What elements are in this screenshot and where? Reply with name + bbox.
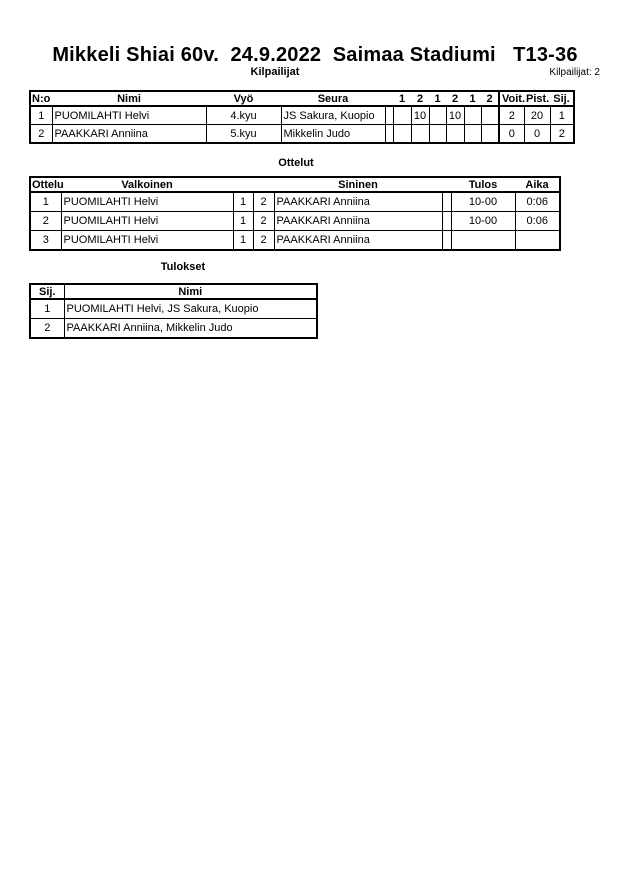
cell-sij: 1 xyxy=(549,105,575,125)
cell-white-num: 1 xyxy=(232,191,254,212)
col-header-spacer xyxy=(253,177,274,193)
col-header-pist: Pist. xyxy=(524,91,550,107)
cell-score xyxy=(392,124,412,144)
ottelut-section-heading: Ottelut xyxy=(278,157,314,169)
cell-tulos: 10-00 xyxy=(450,191,516,212)
cell-blue-num: 2 xyxy=(252,211,275,231)
cell-ottelu: 2 xyxy=(29,211,62,231)
cell-score xyxy=(392,105,412,125)
col-header-sij: Sij. xyxy=(550,91,574,107)
col-header-spacer xyxy=(385,91,393,107)
cell-spacer xyxy=(441,191,452,212)
kilpailijat-table: N:o Nimi Vyö Seura 1 2 1 2 1 2 Voit. Pis… xyxy=(29,90,575,144)
col-header-seura: Seura xyxy=(281,91,385,107)
col-header-spacer xyxy=(442,177,451,193)
col-header-score-2: 2 xyxy=(411,91,429,107)
col-header-no: N:o xyxy=(30,91,52,107)
cell-sininen: PAAKKARI Anniina xyxy=(273,211,443,231)
competitors-count-label: Kilpailijat: 2 xyxy=(549,67,600,78)
cell-score xyxy=(428,105,447,125)
cell-score xyxy=(445,124,465,144)
col-header-nimi: Nimi xyxy=(52,91,206,107)
cell-score xyxy=(428,124,447,144)
cell-score xyxy=(480,124,500,144)
cell-ottelu: 3 xyxy=(29,230,62,251)
col-header-vyo: Vyö xyxy=(206,91,281,107)
cell-pist: 0 xyxy=(523,124,551,144)
cell-aika: 0:06 xyxy=(514,211,561,231)
cell-score xyxy=(463,105,482,125)
cell-spacer xyxy=(384,105,394,125)
table-row: 3 PUOMILAHTI Helvi 1 2 PAAKKARI Anniina xyxy=(29,230,561,251)
cell-score xyxy=(480,105,500,125)
cell-valkoinen: PUOMILAHTI Helvi xyxy=(60,191,234,212)
table-header-row: Sij. Nimi xyxy=(30,284,317,300)
cell-spacer xyxy=(384,124,394,144)
cell-nimi: PAAKKARI Anniina xyxy=(51,124,207,144)
col-header-score-4: 2 xyxy=(446,91,464,107)
table-row: 1 PUOMILAHTI Helvi 4.kyu JS Sakura, Kuop… xyxy=(29,105,575,125)
cell-tulos: 10-00 xyxy=(450,211,516,231)
page-title: Mikkeli Shiai 60v. 24.9.2022 Saimaa Stad… xyxy=(52,44,578,66)
col-header-spacer xyxy=(233,177,253,193)
cell-spacer xyxy=(441,230,452,251)
cell-ottelu: 1 xyxy=(29,191,62,212)
tulokset-table: Sij. Nimi 1 PUOMILAHTI Helvi, JS Sakura,… xyxy=(29,283,318,339)
cell-white-num: 1 xyxy=(232,211,254,231)
col-header-score-3: 1 xyxy=(429,91,446,107)
cell-voit: 2 xyxy=(498,105,525,125)
cell-aika xyxy=(514,230,561,251)
ottelut-table: Ottelu Valkoinen Sininen Tulos Aika 1 PU… xyxy=(29,176,561,251)
cell-white-num: 1 xyxy=(232,230,254,251)
cell-vyo: 4.kyu xyxy=(205,105,282,125)
col-header-score-5: 1 xyxy=(464,91,481,107)
cell-voit: 0 xyxy=(498,124,525,144)
table-row: 1 PUOMILAHTI Helvi 1 2 PAAKKARI Anniina … xyxy=(29,191,561,212)
col-header-score-1: 1 xyxy=(393,91,411,107)
cell-nimi: PUOMILAHTI Helvi xyxy=(51,105,207,125)
col-header-aika: Aika xyxy=(515,177,560,193)
cell-nimi: PUOMILAHTI Helvi, JS Sakura, Kuopio xyxy=(63,298,318,319)
cell-sij: 2 xyxy=(29,318,65,339)
kilpailijat-section-heading: Kilpailijat xyxy=(250,66,300,78)
col-header-sij: Sij. xyxy=(30,284,65,300)
table-row: 2 PAAKKARI Anniina 5.kyu Mikkelin Judo 0… xyxy=(29,124,575,144)
col-header-sininen: Sininen xyxy=(274,177,442,193)
cell-sij: 1 xyxy=(29,298,65,319)
col-header-valkoinen: Valkoinen xyxy=(61,177,233,193)
cell-seura: JS Sakura, Kuopio xyxy=(280,105,386,125)
table-header-row: N:o Nimi Vyö Seura 1 2 1 2 1 2 Voit. Pis… xyxy=(30,91,574,107)
col-header-voit: Voit. xyxy=(498,91,525,107)
tulokset-section-heading: Tulokset xyxy=(160,261,206,273)
cell-valkoinen: PUOMILAHTI Helvi xyxy=(60,211,234,231)
table-row: 2 PAAKKARI Anniina, Mikkelin Judo xyxy=(29,318,318,339)
cell-valkoinen: PUOMILAHTI Helvi xyxy=(60,230,234,251)
cell-tulos xyxy=(450,230,516,251)
cell-blue-num: 2 xyxy=(252,230,275,251)
table-row: 1 PUOMILAHTI Helvi, JS Sakura, Kuopio xyxy=(29,298,318,319)
cell-vyo: 5.kyu xyxy=(205,124,282,144)
cell-score: 10 xyxy=(445,105,465,125)
cell-sininen: PAAKKARI Anniina xyxy=(273,230,443,251)
table-header-row: Ottelu Valkoinen Sininen Tulos Aika xyxy=(30,177,560,193)
col-header-ottelu: Ottelu xyxy=(30,177,64,193)
cell-sij: 2 xyxy=(549,124,575,144)
cell-nimi: PAAKKARI Anniina, Mikkelin Judo xyxy=(63,318,318,339)
cell-sininen: PAAKKARI Anniina xyxy=(273,191,443,212)
cell-aika: 0:06 xyxy=(514,191,561,212)
cell-seura: Mikkelin Judo xyxy=(280,124,386,144)
cell-score: 10 xyxy=(410,105,430,125)
cell-no: 2 xyxy=(29,124,53,144)
table-row: 2 PUOMILAHTI Helvi 1 2 PAAKKARI Anniina … xyxy=(29,211,561,231)
col-header-tulos: Tulos xyxy=(451,177,515,193)
cell-blue-num: 2 xyxy=(252,191,275,212)
col-header-score-6: 2 xyxy=(481,91,499,107)
cell-score xyxy=(463,124,482,144)
cell-pist: 20 xyxy=(523,105,551,125)
col-header-nimi: Nimi xyxy=(64,284,317,300)
cell-spacer xyxy=(441,211,452,231)
cell-score xyxy=(410,124,430,144)
cell-no: 1 xyxy=(29,105,53,125)
